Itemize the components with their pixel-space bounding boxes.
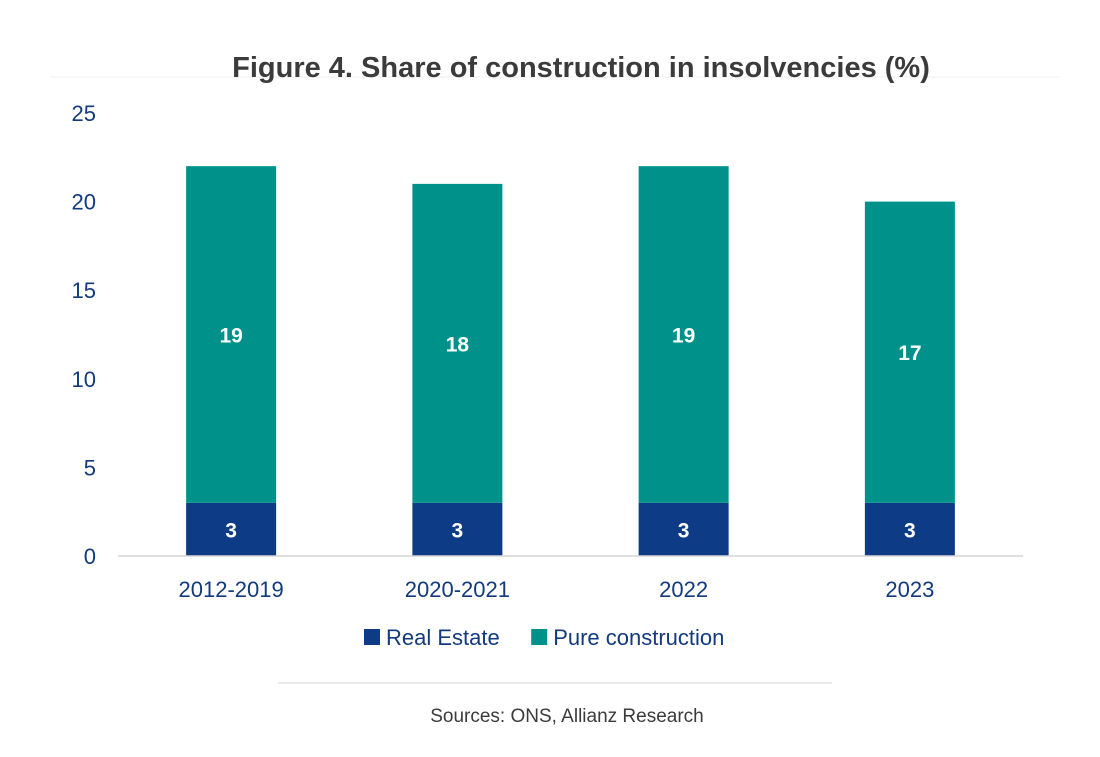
legend-label: Real Estate <box>386 625 500 650</box>
y-tick-label: 5 <box>84 455 96 480</box>
y-tick-label: 10 <box>72 367 96 392</box>
y-tick-label: 20 <box>72 190 96 215</box>
legend-swatch-pure-construction <box>531 629 548 645</box>
x-axis: 2012-2019 2020-2021 2022 2023 <box>118 555 1023 602</box>
source-note: Sources: ONS, Allianz Research <box>430 706 704 727</box>
x-tick-label: 2022 <box>659 577 708 602</box>
chart-title: Figure 4. Share of construction in insol… <box>232 52 930 84</box>
x-tick-label: 2020-2021 <box>405 577 510 602</box>
bar-real-estate <box>864 502 955 556</box>
legend: Real Estate Pure construction <box>364 625 724 650</box>
legend-swatch-real-estate <box>364 629 380 645</box>
legend-label: Pure construction <box>553 625 724 650</box>
bar-real-estate <box>638 502 729 556</box>
data-label: 3 <box>678 519 690 542</box>
bar-real-estate <box>412 502 503 556</box>
bar-pure-construction <box>186 166 277 503</box>
data-label: 3 <box>452 519 464 542</box>
data-label: 19 <box>672 325 695 348</box>
x-tick-label: 2023 <box>885 577 934 602</box>
data-label: 18 <box>446 333 470 356</box>
bar-pure-construction <box>638 166 729 503</box>
data-label: 19 <box>219 325 242 348</box>
x-tick-label: 2012-2019 <box>179 577 284 602</box>
y-tick-label: 0 <box>84 544 96 569</box>
bar-pure-construction <box>864 201 955 503</box>
bar-real-estate <box>186 502 277 556</box>
bars: 3 19 3 18 3 19 3 17 <box>186 166 955 556</box>
y-axis: 0 5 10 15 20 25 <box>72 101 96 569</box>
data-label: 17 <box>898 342 921 365</box>
data-label: 3 <box>904 519 916 542</box>
bar-pure-construction <box>412 183 503 503</box>
y-tick-label: 15 <box>72 278 96 303</box>
y-tick-label: 25 <box>72 101 96 126</box>
data-label: 3 <box>225 519 237 542</box>
